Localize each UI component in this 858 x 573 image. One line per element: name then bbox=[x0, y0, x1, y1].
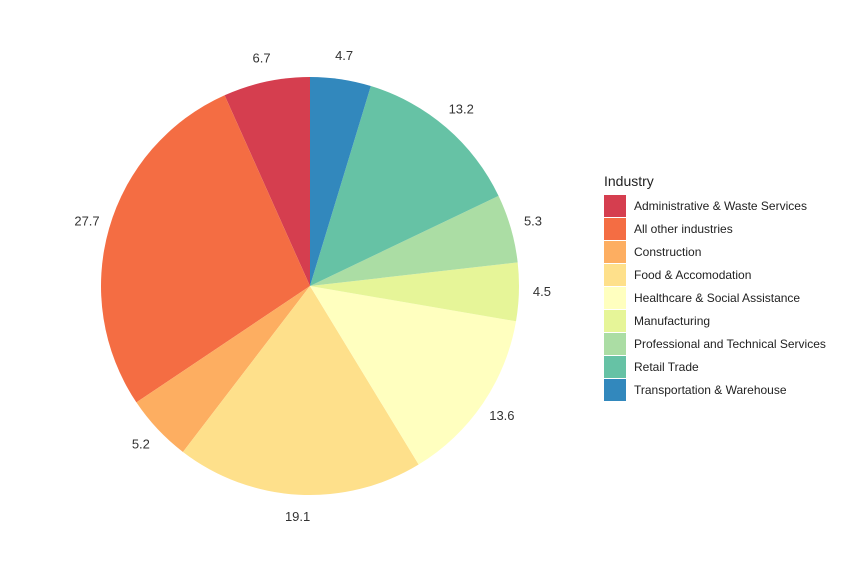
legend-title: Industry bbox=[604, 173, 654, 189]
value-label-all-other-industries: 27.7 bbox=[74, 213, 99, 228]
pie-slice-healthcare-and-social-assistance bbox=[310, 286, 516, 465]
pie-slice-manufacturing bbox=[310, 262, 519, 322]
pie-slice-food-and-accomodation bbox=[182, 286, 419, 495]
pie-slice-transportation-and-warehouse bbox=[310, 77, 371, 286]
legend-label-administrative-and-waste-services: Administrative & Waste Services bbox=[634, 199, 807, 213]
legend-swatch-food-and-accomodation bbox=[604, 264, 626, 286]
pie-slice-retail-trade bbox=[310, 86, 499, 286]
legend-items: Administrative & Waste Services All other… bbox=[604, 195, 826, 401]
legend-swatch-all-other-industries bbox=[604, 218, 626, 240]
pie-slice-construction bbox=[136, 286, 310, 452]
pie-slice-administrative-and-waste-services bbox=[224, 77, 310, 286]
value-label-administrative-and-waste-services: 6.7 bbox=[252, 51, 270, 66]
pie-slices bbox=[101, 77, 519, 495]
legend-label-all-other-industries: All other industries bbox=[634, 222, 733, 236]
legend-label-construction: Construction bbox=[634, 245, 701, 259]
legend-label-healthcare-and-social-assistance: Healthcare & Social Assistance bbox=[634, 291, 800, 305]
legend-swatch-construction bbox=[604, 241, 626, 263]
legend-label-food-and-accomodation: Food & Accomodation bbox=[634, 268, 751, 282]
legend-swatch-manufacturing bbox=[604, 310, 626, 332]
legend: Industry Administrative & Waste Services… bbox=[604, 173, 826, 401]
legend-label-professional-and-technical-services: Professional and Technical Services bbox=[634, 337, 826, 351]
legend-swatch-administrative-and-waste-services bbox=[604, 195, 626, 217]
value-label-transportation-and-warehouse: 4.7 bbox=[335, 48, 353, 63]
value-label-manufacturing: 4.5 bbox=[533, 284, 551, 299]
value-label-professional-and-technical-services: 5.3 bbox=[524, 213, 542, 228]
value-label-healthcare-and-social-assistance: 13.6 bbox=[489, 408, 514, 423]
legend-swatch-transportation-and-warehouse bbox=[604, 379, 626, 401]
legend-swatch-healthcare-and-social-assistance bbox=[604, 287, 626, 309]
legend-label-retail-trade: Retail Trade bbox=[634, 360, 699, 374]
pie-slice-professional-and-technical-services bbox=[310, 195, 518, 286]
legend-label-manufacturing: Manufacturing bbox=[634, 314, 710, 328]
value-label-food-and-accomodation: 19.1 bbox=[285, 509, 310, 524]
legend-label-transportation-and-warehouse: Transportation & Warehouse bbox=[634, 383, 787, 397]
legend-swatch-retail-trade bbox=[604, 356, 626, 378]
pie-slice-all-other-industries bbox=[101, 95, 311, 403]
value-label-retail-trade: 13.2 bbox=[449, 101, 474, 116]
legend-swatch-professional-and-technical-services bbox=[604, 333, 626, 355]
value-label-construction: 5.2 bbox=[132, 436, 150, 451]
pie-value-labels: 6.7 27.7 5.2 19.1 13.6 4.5 5.3 13.2 4.7 bbox=[74, 48, 551, 524]
